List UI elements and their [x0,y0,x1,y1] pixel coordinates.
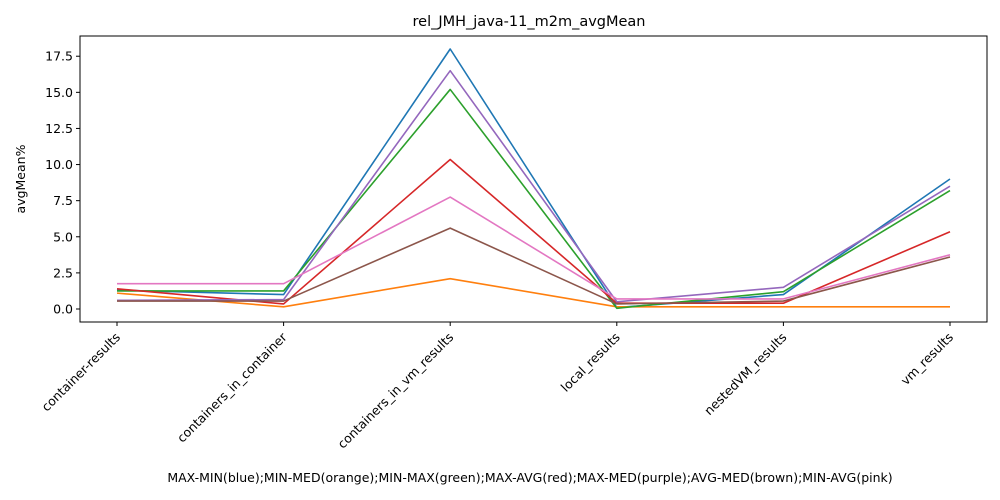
series-line-2 [117,88,951,310]
series-line-3 [116,158,951,305]
x-axis-label: MAX-MIN(blue);MIN-MED(orange);MIN-MAX(gr… [167,470,892,485]
y-tick-label: 5.0 [53,229,73,244]
x-tick-label: local_results [558,330,623,395]
x-tick-label: vm_results [898,330,956,388]
series-line-5 [117,227,951,305]
chart-title: rel_JMH_java-11_m2m_avgMean [413,14,646,30]
y-axis: 0.0 2.5 5.0 7.5 10.0 12.5 15.0 17.5 [45,49,80,317]
x-axis: container-results containers_in_container… [38,322,956,451]
series-line-0 [116,48,951,309]
y-tick-label: 17.5 [45,49,73,64]
x-tick-label: containers_in_container [174,329,290,445]
x-tick-label: nestedVM_results [701,330,789,418]
y-tick-label: 2.5 [53,265,73,280]
series-line-4 [116,69,951,303]
y-tick-label: 7.5 [53,193,73,208]
series-line-6 [117,196,951,300]
x-tick-label: containers_in_vm_results [334,330,456,452]
y-tick-label: 10.0 [45,157,73,172]
plot-lines [116,48,951,310]
y-axis-label: avgMean% [13,144,28,213]
x-tick-label: container-results [38,330,123,415]
plot-frame [79,35,988,323]
y-tick-label: 12.5 [45,121,73,136]
y-tick-label: 0.0 [53,302,73,317]
series-line-1 [116,277,950,308]
y-tick-label: 15.0 [45,85,73,100]
